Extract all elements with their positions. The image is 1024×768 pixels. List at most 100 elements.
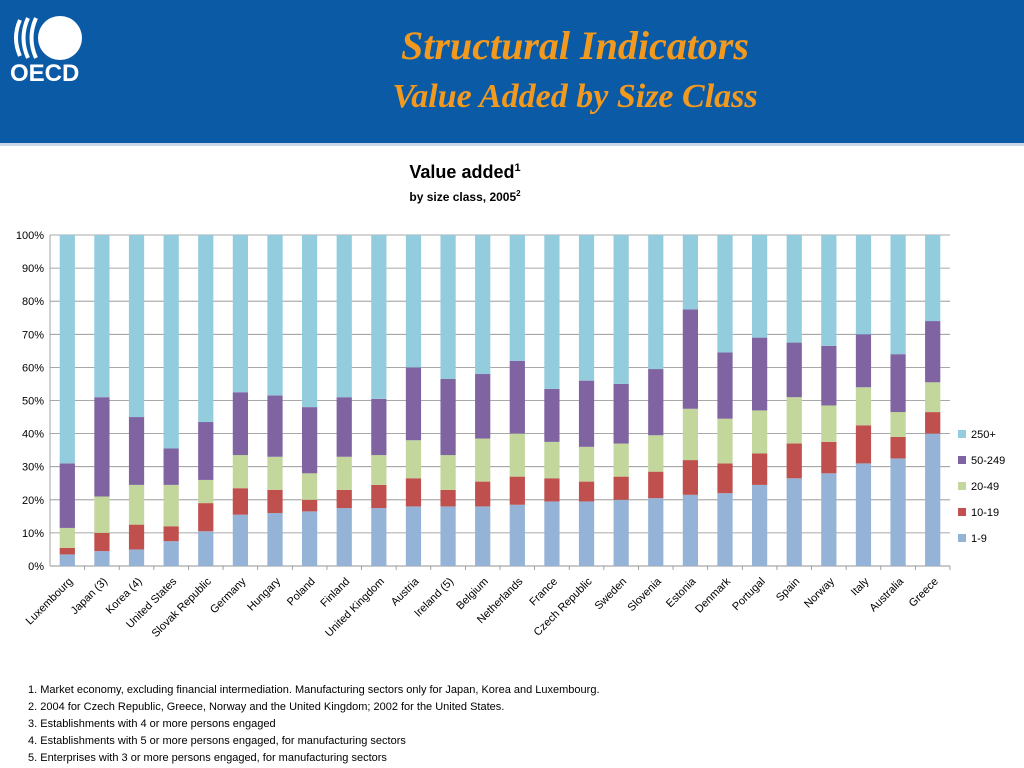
- bar-segment: [371, 235, 387, 399]
- x-tick-label: France: [527, 576, 560, 609]
- bar-segment: [163, 235, 179, 449]
- bar-segment: [128, 417, 145, 485]
- bar-segment: [94, 235, 110, 398]
- bar-segment: [717, 418, 733, 464]
- oecd-logo-icon: [14, 16, 82, 60]
- bar-segment: [336, 235, 352, 398]
- bar-segment: [855, 425, 872, 464]
- bar-segment: [440, 378, 456, 456]
- bar-segment: [405, 440, 422, 479]
- bar-segment: [163, 448, 179, 485]
- bar-segment: [925, 382, 941, 413]
- bar-segment: [648, 498, 664, 566]
- bar-segment: [267, 395, 283, 457]
- header-divider: [0, 143, 1024, 146]
- bar-segment: [890, 412, 906, 437]
- bar-segment: [890, 354, 906, 413]
- x-tick-label: Slovak Republic: [150, 575, 215, 640]
- legend-label: 1-9: [971, 533, 987, 545]
- x-tick-label: Japan (3): [69, 576, 110, 617]
- bar-segment: [648, 471, 664, 499]
- bar-segment: [267, 235, 283, 396]
- bar-segment: [821, 441, 837, 474]
- bar-segment: [302, 407, 318, 474]
- x-tick-label: Austria: [389, 575, 422, 608]
- bar-segment: [440, 235, 456, 379]
- bar-segment: [475, 374, 491, 439]
- bar-segment: [578, 481, 595, 502]
- y-tick-label: 90%: [22, 263, 44, 275]
- bar-segment: [267, 513, 283, 566]
- bar-segment: [336, 489, 352, 509]
- x-tick-label: Finland: [318, 576, 352, 610]
- x-tick-label: Australia: [867, 575, 906, 614]
- bar-segment: [302, 235, 318, 408]
- chart-subtitle-sup: 2: [516, 189, 521, 198]
- bar-segment: [544, 441, 560, 479]
- legend-label: 20-49: [971, 481, 999, 493]
- chart-subtitle-text: by size class, 2005: [409, 190, 516, 204]
- bar-segment: [613, 383, 629, 444]
- x-tick-label: Norway: [802, 575, 837, 610]
- bar-segment: [855, 334, 872, 388]
- bar-segment: [509, 504, 525, 566]
- y-tick-label: 70%: [22, 329, 44, 341]
- bar-segment: [336, 397, 352, 457]
- bar-segment: [128, 235, 145, 418]
- bar-segment: [752, 337, 768, 411]
- legend-swatch: [958, 430, 966, 438]
- bar-segment: [544, 388, 560, 442]
- y-tick-label: 60%: [22, 362, 44, 374]
- chart-title: Value added1: [409, 162, 520, 182]
- bar-segment: [198, 422, 214, 480]
- bar-segment: [786, 397, 802, 444]
- footnote: 4. Establishments with 5 or more persons…: [28, 735, 406, 747]
- bar-segment: [682, 408, 698, 461]
- x-tick-label: Germany: [208, 575, 249, 616]
- bar-segment: [821, 345, 837, 406]
- bar-segment: [717, 352, 733, 419]
- bar-segment: [371, 398, 387, 456]
- x-tick-label: Sweden: [593, 576, 630, 613]
- chart-title-text: Value added: [409, 162, 514, 182]
- bar-segment: [267, 456, 283, 490]
- bar-segment: [198, 503, 214, 532]
- bar-segment: [405, 506, 422, 566]
- bar-segment: [855, 463, 872, 566]
- bar-segment: [509, 235, 525, 361]
- bar-segment: [578, 501, 595, 566]
- bar-segment: [648, 435, 664, 472]
- bar-segment: [890, 436, 906, 459]
- bar-segment: [232, 488, 248, 515]
- legend-label: 10-19: [971, 507, 999, 519]
- bar-segment: [267, 489, 283, 514]
- bar-segment: [786, 235, 802, 343]
- bar-segment: [544, 235, 560, 389]
- legend-swatch: [958, 534, 966, 542]
- y-tick-label: 20%: [22, 495, 44, 507]
- bar-segment: [371, 508, 387, 566]
- footnote: 3. Establishments with 4 or more persons…: [28, 718, 276, 730]
- x-tick-label: Hungary: [245, 575, 283, 613]
- bar-segment: [648, 369, 664, 436]
- page-title: Structural Indicators: [401, 23, 749, 68]
- bar-segment: [925, 235, 941, 322]
- bar-segment: [232, 392, 248, 456]
- bar-segment: [613, 499, 629, 566]
- bar-segment: [925, 433, 941, 566]
- bar-segment: [752, 453, 768, 485]
- bar-segment: [613, 476, 629, 500]
- bar-segment: [198, 531, 214, 566]
- bar-segment: [717, 463, 733, 494]
- bar-segment: [613, 235, 629, 384]
- bar-segment: [59, 547, 75, 555]
- bar-segment: [855, 387, 872, 426]
- bar-segment: [232, 455, 248, 489]
- y-tick-label: 80%: [22, 296, 44, 308]
- bar-segment: [925, 412, 941, 434]
- bar-segment: [94, 496, 110, 533]
- bar-segment: [94, 532, 110, 552]
- legend-swatch: [958, 508, 966, 516]
- bar-segment: [440, 455, 456, 490]
- bar-segment: [59, 527, 75, 548]
